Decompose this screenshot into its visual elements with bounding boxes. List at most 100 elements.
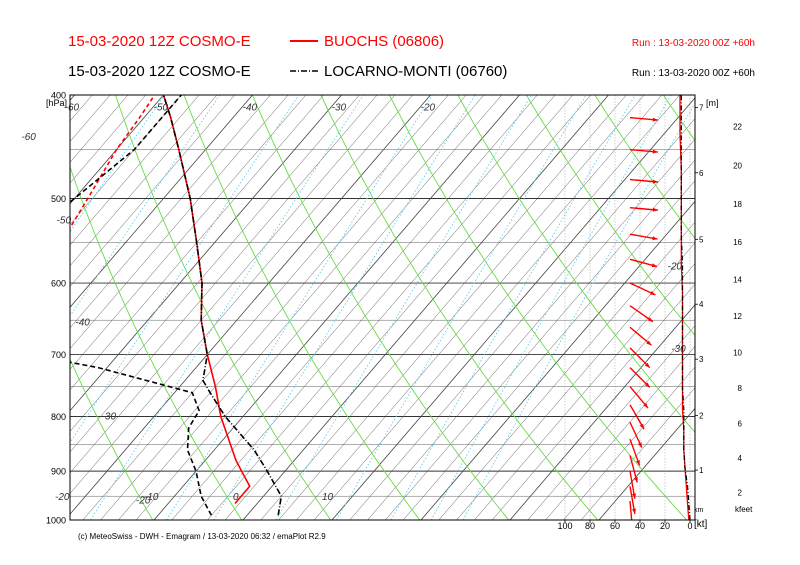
wind-barb-head xyxy=(644,382,650,388)
kfeet-axis-label: kfeet xyxy=(735,505,753,514)
mixing-ratio-line xyxy=(70,95,165,233)
isotherm-line xyxy=(70,95,182,225)
isotherm-line xyxy=(70,95,342,412)
isotherm-line xyxy=(70,95,289,349)
isotherm-line xyxy=(509,304,695,520)
isotherm-line xyxy=(100,95,467,520)
height-kfeet-tick-label: 10 xyxy=(733,348,742,357)
mixing-ratio-line xyxy=(336,95,587,520)
legend-series-1-name: BUOCHS (06806) xyxy=(324,33,444,50)
grid-layer xyxy=(0,83,800,520)
wind-barb-head xyxy=(652,179,658,184)
isotherm-line xyxy=(70,95,324,391)
isotherm-label: -50 xyxy=(154,102,169,113)
isotherm-line xyxy=(70,95,307,370)
isotherm-line xyxy=(82,95,449,520)
isotherm-line xyxy=(367,138,695,520)
isotherm-line xyxy=(456,242,695,520)
isotherm-line xyxy=(70,95,413,494)
wind-barb-head xyxy=(652,149,658,154)
isotherm-line xyxy=(581,387,695,520)
isotherm-line xyxy=(331,97,695,520)
wind-tick-label: 80 xyxy=(585,521,595,531)
height-kfeet-tick-label: 18 xyxy=(733,200,742,209)
height-kfeet-tick-label: 22 xyxy=(733,122,742,131)
dry-adiabat-line xyxy=(70,165,243,520)
isotherm-line xyxy=(420,200,695,520)
wind-barb-head xyxy=(634,477,638,483)
height-kfeet-tick-label: 4 xyxy=(738,454,743,463)
height-kfeet-tick-label: 6 xyxy=(738,419,743,428)
wind-tick-label: 20 xyxy=(660,521,670,531)
isotherm-line xyxy=(136,95,502,520)
isotherm-line xyxy=(242,95,609,520)
isotherm-label: -40 xyxy=(243,102,258,113)
pressure-tick-label: 900 xyxy=(51,467,66,477)
series-2-dewpoint-line xyxy=(70,95,213,516)
isotherm-label: -30 xyxy=(332,102,347,113)
isotherm-line xyxy=(70,95,200,246)
isotherm-line xyxy=(171,95,538,520)
height-km-tick-label: 1 xyxy=(699,466,704,475)
isotherm-line xyxy=(70,95,360,432)
mixing-ratio-line xyxy=(70,95,221,317)
height-km-tick-label: 3 xyxy=(699,355,704,364)
dry-adiabat-line xyxy=(320,95,599,520)
inner-isotherm-label: -20 xyxy=(668,262,683,273)
isotherm-line xyxy=(527,325,695,520)
pressure-tick-label: 500 xyxy=(51,194,66,204)
label-layer: 4005006007008009001000100-10-20-30-60-50… xyxy=(21,91,743,532)
isotherm-line xyxy=(0,95,57,520)
wind-barb-head xyxy=(636,460,640,466)
isotherm-line xyxy=(349,118,695,520)
isotherm-label: -50 xyxy=(57,215,72,226)
mixing-ratio-line xyxy=(462,102,695,520)
isotherm-label: -60 xyxy=(21,132,36,143)
isotherm-line xyxy=(70,95,164,205)
series-2-wind-profile xyxy=(680,95,691,520)
title-line-2-date: 15-03-2020 12Z COSMO-E xyxy=(68,63,251,80)
temperature-tick-label: -20 xyxy=(55,492,70,503)
isotherm-line xyxy=(225,95,591,520)
isotherm-line xyxy=(70,95,378,453)
isotherm-line xyxy=(70,95,218,267)
isotherm-line xyxy=(385,159,695,520)
dry-adiabat-line xyxy=(457,95,695,433)
pressure-tick-label: 800 xyxy=(51,412,66,422)
footer-credit: (c) MeteoSwiss - DWH - Emagram / 13-03-2… xyxy=(78,532,326,541)
mixing-ratio-line xyxy=(275,95,533,520)
wind-barb-head xyxy=(652,207,658,212)
wind-barb-head xyxy=(639,423,644,429)
height-kfeet-tick-label: 16 xyxy=(733,238,742,247)
isotherm-line xyxy=(314,95,680,520)
dry-adiabat-line xyxy=(115,95,332,520)
height-kfeet-tick-label: 14 xyxy=(733,275,742,284)
isotherm-line xyxy=(207,95,574,520)
isotherm-line xyxy=(0,95,3,520)
wind-barb-head xyxy=(650,291,656,295)
run-info-1: Run : 13-03-2020 00Z +60h xyxy=(632,38,755,49)
dry-adiabat-line xyxy=(724,83,800,520)
wind-barb-head xyxy=(630,524,634,529)
inner-isotherm-label: -30 xyxy=(671,344,686,355)
isotherm-line xyxy=(70,95,431,515)
dry-adiabat-line xyxy=(662,95,695,142)
wind-barb-head xyxy=(646,340,652,346)
temperature-tick-label: 0 xyxy=(233,492,239,503)
pressure-tick-label: 400 xyxy=(51,91,66,101)
height-km-tick-label: 4 xyxy=(699,300,704,309)
isotherm-label: -20 xyxy=(136,496,151,507)
isotherm-label: -40 xyxy=(75,318,90,329)
legend-series-2-name: LOCARNO-MONTI (06760) xyxy=(324,63,507,80)
isotherm-line xyxy=(260,95,627,520)
mixing-ratio-line xyxy=(90,95,364,520)
height-km-tick-label: 6 xyxy=(699,169,704,178)
dry-adiabat-line xyxy=(525,95,695,337)
height-km-tick-label: 5 xyxy=(699,235,704,244)
wind-axis-label: [kt] xyxy=(694,519,708,530)
isotherm-line xyxy=(438,221,695,520)
isotherm-label: -60 xyxy=(65,102,80,113)
isotherm-line xyxy=(0,95,39,520)
isotherm-line xyxy=(118,95,485,520)
